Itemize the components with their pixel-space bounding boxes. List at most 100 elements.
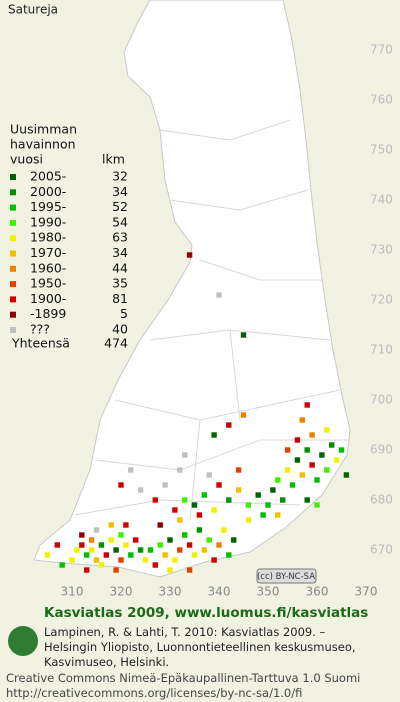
- x-tick-label: 330: [159, 585, 182, 599]
- legend-swatch: [10, 327, 16, 333]
- occurrence-square: [245, 502, 252, 508]
- citation-line: Lampinen, R. & Lahti, T. 2010: Kasviatla…: [44, 625, 326, 639]
- occurrence-square: [235, 487, 242, 493]
- occurrence-square: [152, 497, 158, 503]
- y-tick-label: 720: [370, 293, 393, 307]
- legend-swatch: [10, 204, 16, 211]
- legend-label: 2005-: [30, 169, 66, 184]
- x-tick-label: 360: [306, 585, 329, 599]
- legend-count: 81: [112, 291, 128, 306]
- occurrence-square: [108, 537, 114, 543]
- occurrence-square: [240, 332, 247, 338]
- occurrence-square: [128, 467, 134, 473]
- occurrence-square: [226, 552, 232, 558]
- occurrence-square: [216, 482, 222, 488]
- occurrence-square: [182, 452, 188, 458]
- x-tick-label: 370: [355, 585, 378, 599]
- occurrence-square: [240, 412, 247, 418]
- occurrence-square: [177, 547, 183, 553]
- legend-count: 5: [120, 306, 128, 321]
- occurrence-square: [137, 547, 144, 553]
- occurrence-square: [314, 477, 320, 483]
- occurrence-square: [128, 552, 134, 558]
- occurrence-square: [226, 497, 232, 503]
- occurrence-square: [172, 557, 178, 563]
- legend-label: 1990-: [30, 214, 66, 229]
- y-tick-label: 680: [370, 493, 393, 507]
- license-line: http://creativecommons.org/licenses/by-n…: [6, 686, 303, 700]
- occurrence-square: [93, 557, 100, 563]
- occurrence-square: [226, 422, 232, 428]
- occurrence-square: [206, 472, 212, 478]
- y-tick-label: 760: [370, 93, 393, 107]
- legend-count: 32: [112, 169, 128, 184]
- site-title: Kasviatlas 2009, www.luomus.fi/kasviatla…: [44, 605, 369, 621]
- occurrence-square: [74, 547, 80, 553]
- occurrence-square: [98, 562, 105, 568]
- legend-col-count: lkm: [102, 152, 125, 167]
- occurrence-square: [231, 537, 237, 543]
- occurrence-square: [182, 532, 188, 538]
- occurrence-square: [98, 542, 105, 548]
- occurrence-square: [299, 472, 305, 478]
- occurrence-square: [118, 482, 124, 488]
- occurrence-square: [319, 452, 325, 458]
- legend-swatch: [10, 281, 16, 288]
- occurrence-square: [255, 492, 261, 498]
- legend-count: 34: [112, 184, 128, 199]
- occurrence-square: [196, 527, 203, 533]
- title: Satureja: [8, 3, 58, 17]
- y-tick-label: 700: [370, 393, 393, 407]
- occurrence-square: [79, 542, 85, 548]
- occurrence-square: [167, 567, 173, 573]
- legend-label: 1960-: [30, 260, 66, 275]
- occurrence-square: [118, 532, 124, 538]
- legend-swatch: [10, 311, 16, 318]
- occurrence-square: [157, 542, 163, 548]
- finland-outline: [33, 0, 351, 578]
- legend-label: 1980-: [30, 230, 66, 245]
- occurrence-square: [137, 487, 144, 493]
- occurrence-square: [103, 552, 109, 558]
- occurrence-square: [84, 552, 90, 558]
- license-line: Creative Commons Nimeä-Epäkaupallinen-Ta…: [6, 671, 361, 685]
- legend-swatch: [10, 189, 16, 196]
- occurrence-square: [118, 557, 124, 563]
- legend-count: 54: [112, 214, 128, 229]
- legend-total-label: Yhteensä: [11, 336, 70, 351]
- occurrence-square: [196, 512, 203, 518]
- x-tick-label: 350: [257, 585, 280, 599]
- occurrence-square: [284, 467, 291, 473]
- legend-heading: havainnon: [10, 137, 76, 152]
- legend-label: ???: [30, 322, 50, 337]
- occurrence-square: [108, 522, 114, 528]
- occurrence-square: [329, 442, 335, 448]
- occurrence-square: [260, 512, 266, 518]
- occurrence-square: [88, 537, 95, 543]
- occurrence-square: [157, 522, 163, 528]
- y-tick-label: 730: [370, 243, 393, 257]
- legend-count: 44: [112, 260, 128, 275]
- y-tick-label: 770: [370, 43, 393, 57]
- y-tick-label: 710: [370, 343, 393, 357]
- occurrence-square: [191, 552, 198, 558]
- occurrence-square: [245, 517, 252, 523]
- occurrence-square: [182, 497, 188, 503]
- legend-count: 63: [112, 230, 128, 245]
- occurrence-square: [147, 547, 154, 553]
- legend-swatch: [10, 296, 16, 303]
- y-tick-label: 740: [370, 193, 393, 207]
- occurrence-square: [314, 502, 320, 508]
- occurrence-square: [79, 532, 85, 538]
- occurrence-square: [113, 547, 119, 553]
- license-badge: [256, 568, 317, 584]
- occurrence-square: [186, 252, 193, 258]
- occurrence-square: [44, 552, 51, 558]
- occurrence-square: [343, 472, 350, 478]
- occurrence-square: [211, 557, 217, 563]
- occurrence-square: [294, 437, 301, 443]
- occurrence-square: [167, 537, 173, 543]
- occurrence-square: [152, 562, 158, 568]
- occurrence-square: [299, 417, 305, 423]
- occurrence-square: [294, 457, 301, 463]
